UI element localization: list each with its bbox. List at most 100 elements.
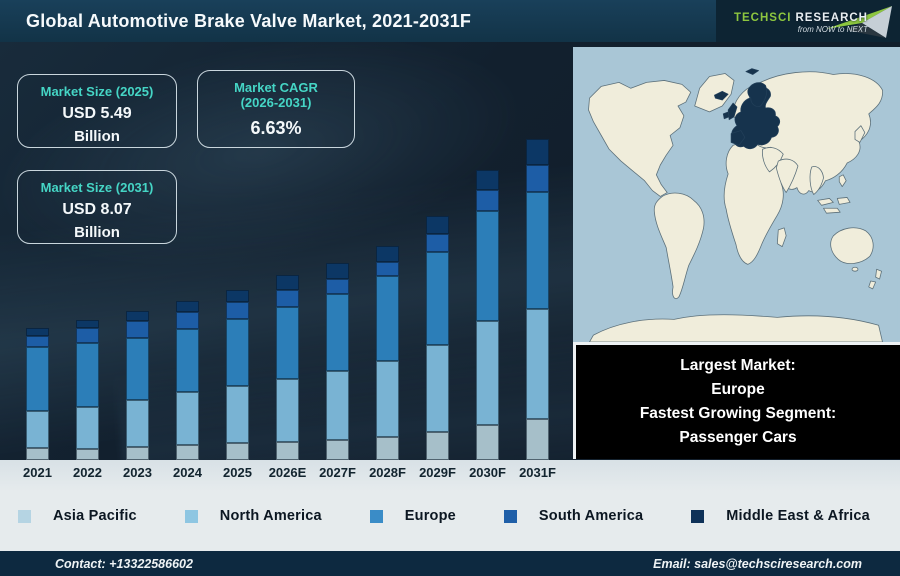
legend-swatch: [691, 509, 705, 523]
bar-segment: [226, 386, 249, 443]
bar-segment: [26, 411, 49, 448]
bar-segment: [326, 440, 349, 460]
logo-tagline: from NOW to NEXT: [797, 25, 868, 34]
techsci-logo: TechSci Research from NOW to NEXT: [718, 3, 894, 41]
bar-segment: [276, 379, 299, 442]
legend-swatch: [369, 509, 383, 523]
bar-segment: [276, 307, 299, 379]
legend: Asia Pacific North America Europe South Ame…: [18, 487, 870, 545]
stat-card-market-cagr: Market CAGR (2026-2031) 6.63%: [197, 70, 355, 148]
stat-card-market-size-2031: Market Size (2031) USD 8.07 Billion: [17, 170, 177, 244]
legend-swatch: [503, 509, 517, 523]
bar-segment: [426, 252, 449, 345]
bar-segment: [26, 328, 49, 336]
bar-segment: [526, 419, 549, 460]
legend-item: Europe: [369, 508, 456, 524]
x-axis-label: 2022: [73, 465, 102, 480]
legend-item: Asia Pacific: [18, 508, 137, 524]
stacked-bar-chart: [0, 42, 573, 460]
x-axis-label: 2027F: [319, 465, 356, 480]
info-line: Europe: [711, 381, 765, 398]
info-line: Fastest Growing Segment:: [639, 405, 837, 422]
legend-label: Asia Pacific: [53, 508, 137, 524]
bar-segment: [426, 216, 449, 234]
bar-segment: [476, 211, 499, 321]
bar-segment: [126, 311, 149, 321]
x-axis-label: 2024: [173, 465, 202, 480]
bar-segment: [26, 347, 49, 411]
bar-column: [176, 301, 199, 460]
bar-segment: [176, 329, 199, 392]
bar-segment: [76, 407, 99, 449]
bar-column: [276, 275, 299, 460]
bar-column: [476, 170, 499, 460]
world-map: [575, 47, 898, 342]
x-axis-label: 2029F: [419, 465, 456, 480]
logo-brand: TechSci Research: [733, 12, 868, 24]
stat-unit: Billion: [74, 128, 120, 145]
bar-segment: [276, 442, 299, 460]
bar-segment: [226, 302, 249, 319]
bar-segment: [276, 290, 299, 307]
bar-segment: [176, 392, 199, 445]
bar-segment: [426, 432, 449, 460]
bar-segment: [176, 312, 199, 329]
page-title: Global Automotive Brake Valve Market, 20…: [26, 10, 472, 31]
legend-label: North America: [219, 508, 322, 524]
bar-segment: [326, 279, 349, 294]
footer-email: Email: sales@techsciresearch.com: [653, 556, 862, 571]
x-axis-label: 2030F: [469, 465, 506, 480]
bar-segment: [476, 170, 499, 190]
bar-segment: [526, 165, 549, 192]
legend-item: Middle East & Africa: [691, 508, 870, 524]
legend-label: South America: [538, 508, 644, 524]
bar-segment: [376, 361, 399, 437]
bar-segment: [476, 425, 499, 460]
bar-segment: [476, 190, 499, 211]
info-line: Passenger Cars: [679, 429, 797, 446]
bar-column: [226, 290, 249, 460]
x-axis-label: 2031F: [519, 465, 556, 480]
bar-column: [26, 328, 49, 460]
world-map-panel: [573, 47, 900, 342]
x-axis-label: 2021: [23, 465, 52, 480]
bar-segment: [76, 328, 99, 343]
bar-segment: [76, 320, 99, 328]
stat-unit: Billion: [74, 224, 120, 241]
bar-segment: [326, 263, 349, 279]
bar-segment: [26, 448, 49, 460]
legend-item: North America: [184, 508, 322, 524]
x-axis-label: 2026E: [268, 465, 307, 480]
legend-item: South America: [503, 508, 644, 524]
x-axis-strip: 2021 2022 2023 2024 2025 2026E 2027F 2028F 2029F…: [0, 460, 573, 487]
bar-segment: [526, 139, 549, 165]
stat-value: 6.63%: [250, 118, 302, 138]
bar-segment: [126, 447, 149, 460]
bar-segment: [376, 437, 399, 460]
legend-label: Middle East & Africa: [726, 508, 870, 524]
bar-segment: [476, 321, 499, 425]
bar-segment: [126, 338, 149, 400]
bar-column: [426, 216, 449, 460]
stat-title: Market Size (2031): [40, 180, 154, 195]
bar-segment: [176, 301, 199, 312]
bar-segment: [326, 294, 349, 371]
bar-segment: [76, 449, 99, 460]
bar-column: [526, 139, 549, 460]
stat-title: Market Size (2025): [40, 84, 154, 99]
bar-segment: [426, 345, 449, 432]
bar-segment: [376, 276, 399, 361]
bottom-band: 2021 2022 2023 2024 2025 2026E 2027F 2028F 2029F…: [0, 460, 900, 551]
bar-segment: [326, 371, 349, 440]
bar-segment: [126, 321, 149, 338]
bar-segment: [126, 400, 149, 447]
legend-label: Europe: [404, 508, 456, 524]
title-bar: Global Automotive Brake Valve Market, 20…: [0, 0, 900, 42]
logo-arrow-icon: [826, 6, 892, 38]
footer: Contact: +13322586602 Email: sales@techs…: [0, 551, 900, 576]
bar-segment: [376, 246, 399, 262]
stat-card-market-size-2025: Market Size (2025) USD 5.49 Billion: [17, 74, 177, 148]
bar-segment: [226, 443, 249, 460]
europe-highlight: [714, 68, 781, 150]
bar-segment: [526, 192, 549, 309]
